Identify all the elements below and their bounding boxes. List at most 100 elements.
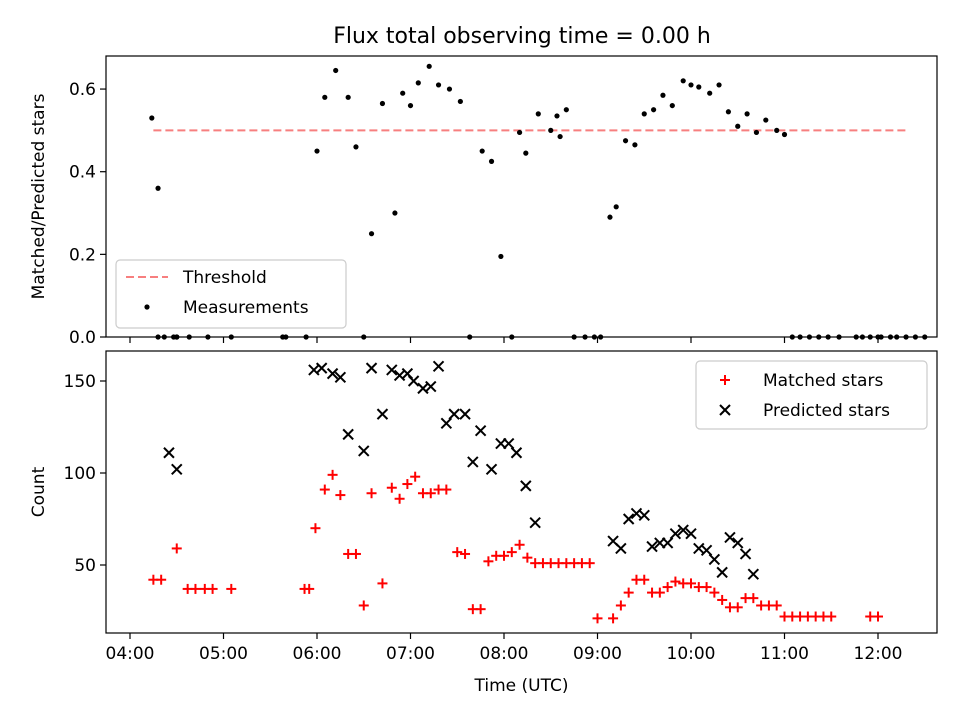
matched-star-point (190, 583, 201, 594)
predicted-star-point (502, 437, 515, 450)
measurement-point (696, 84, 702, 90)
predicted-star-point (485, 463, 498, 476)
measurement-point (903, 334, 909, 340)
measurement-point (806, 334, 813, 340)
measurement-point (725, 109, 732, 115)
matched-star-point (584, 558, 595, 569)
matched-star-point (171, 543, 182, 554)
measurement-point (345, 94, 351, 100)
measurement-point (155, 334, 161, 340)
matched-star-point (425, 488, 436, 499)
matched-star-point (441, 484, 452, 495)
legend-threshold-label: Threshold (182, 268, 267, 288)
matched-star-point (377, 578, 388, 589)
x-tick-label: 06:00 (293, 644, 342, 664)
predicted-star-point (510, 447, 523, 459)
y-tick-label: 100 (64, 464, 96, 484)
x-tick-label: 10:00 (667, 644, 716, 664)
measurement-point (607, 214, 613, 220)
predicted-star-point (365, 362, 378, 374)
y-tick-label: 0.0 (69, 328, 96, 348)
predicted-star-point (520, 480, 532, 492)
predicted-star-point (747, 568, 760, 580)
measurement-point (912, 334, 919, 340)
measurement-point (149, 115, 155, 121)
matched-star-point (304, 583, 315, 594)
predicted-star-point (467, 456, 479, 468)
predicted-star-point (677, 524, 689, 536)
predicted-star-point (708, 553, 721, 566)
measurement-point (368, 231, 375, 237)
x-tick-label: 12:00 (854, 644, 903, 664)
matched-star-point (506, 547, 517, 558)
x-tick-label: 11:00 (760, 644, 809, 664)
predicted-star-point (459, 408, 471, 420)
measurement-point (523, 150, 529, 156)
predicted-star-point (739, 548, 752, 560)
predicted-star-point (700, 544, 713, 556)
legend-box (695, 360, 928, 430)
measurement-point (660, 92, 666, 98)
matched-star-point (717, 594, 728, 605)
matched-star-point (402, 479, 413, 490)
measurement-point (887, 334, 894, 340)
top-panel: 0.0 0.2 0.4 0.6 Matched/Predicted stars Thres… (29, 55, 938, 348)
y-tick-label: 0.4 (69, 163, 96, 183)
predicted-star-point (669, 528, 682, 540)
measurement-point (446, 86, 453, 92)
x-tick-label: 09:00 (573, 644, 622, 664)
matched-star-point (226, 583, 237, 594)
predicted-star-point (326, 367, 339, 380)
measurement-point (613, 204, 619, 210)
matched-star-point (873, 611, 883, 622)
matched-star-point (319, 484, 330, 495)
x-axis-label: Time (UTC) (474, 676, 569, 696)
predicted-star-point (724, 531, 736, 544)
measurement-point (859, 334, 866, 340)
measurement-point (669, 102, 675, 109)
measurement-point (400, 90, 406, 96)
measurement-point (205, 334, 211, 340)
measurement-point (763, 117, 769, 123)
x-tick-label: 07:00 (386, 644, 435, 664)
bottom-panel: 50 100 150 04:00 05:00 06:00 07:00 08:00 09:00 10… (29, 350, 938, 696)
measurement-point (488, 158, 495, 164)
matched-star-point (701, 582, 712, 593)
measurement-point (591, 334, 597, 340)
y-axis-label: Count (29, 466, 49, 517)
measurement-point (781, 131, 788, 138)
measurement-point (622, 138, 629, 144)
measurement-point (774, 127, 780, 133)
predicted-star-point (440, 417, 453, 430)
measurement-point (333, 67, 339, 74)
matched-star-point (410, 471, 421, 482)
matched-star-point (386, 482, 397, 493)
matched-star-point (335, 490, 346, 501)
matched-star-point (499, 550, 509, 561)
predicted-star-point (529, 516, 541, 529)
measurement-point (688, 82, 694, 88)
y-tick-label: 0.2 (69, 245, 96, 265)
measurement-point (716, 82, 722, 88)
measurement-point (283, 334, 289, 340)
measurement-point (563, 107, 569, 113)
measurement-point (744, 111, 750, 117)
predicted-star-point (622, 513, 635, 525)
matched-star-point (826, 611, 837, 622)
measurement-point (407, 102, 414, 109)
matched-star-point (483, 556, 494, 567)
matched-star-point (748, 593, 759, 604)
matched-star-point (350, 548, 361, 559)
matched-star-point (709, 587, 720, 598)
measurement-point (509, 334, 515, 340)
measurement-point (548, 127, 554, 133)
matched-star-point (608, 613, 619, 624)
measurement-point (457, 98, 463, 105)
measurement-point (867, 334, 873, 340)
legend-measurements-label: Measurements (183, 298, 309, 318)
measurement-point (878, 334, 884, 340)
predicted-star-point (646, 540, 658, 553)
plot-frame (105, 350, 938, 634)
measurement-point (186, 334, 192, 340)
